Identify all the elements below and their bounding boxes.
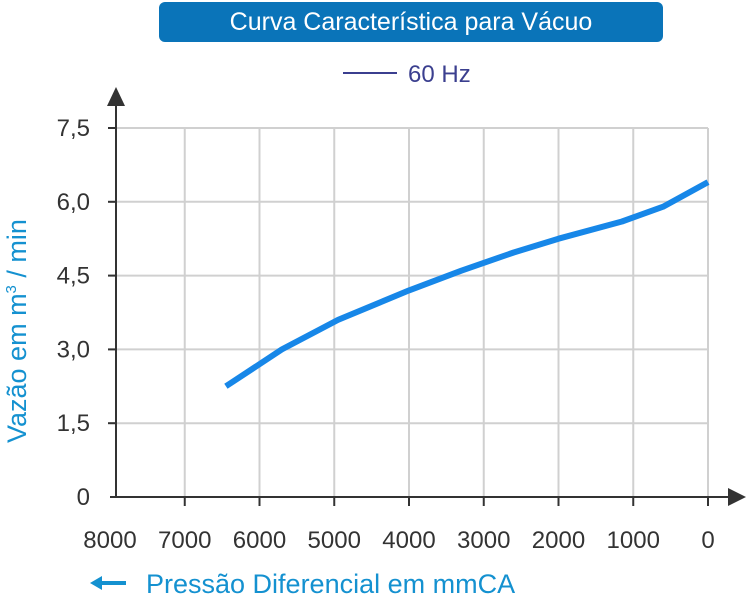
chart-title: Curva Característica para Vácuo [159,2,663,42]
y-axis-arrow [107,87,125,106]
y-axis-label: Vazão em m3 / min [2,219,32,443]
x-axis-arrow [728,488,746,506]
x-tick-label: 3000 [457,527,510,554]
y-axis-label-sup: 3 [3,285,20,293]
legend-label: 60 Hz [408,61,471,88]
y-tick-label: 0 [77,484,90,511]
x-tick-label: 2000 [532,527,585,554]
y-tick-labels: 0 1,5 3,0 4,5 6,0 7,5 [57,115,90,511]
axes [107,87,746,506]
x-tick-label: 0 [701,527,714,554]
x-tick-label: 7000 [158,527,211,554]
x-tick-label: 1000 [607,527,660,554]
x-tick-labels: 8000 7000 6000 5000 4000 3000 2000 1000 0 [83,527,714,554]
y-axis-label-tail: / min [2,219,32,285]
x-tick-label: 4000 [382,527,435,554]
y-tick-label: 6,0 [57,189,90,216]
y-axis-label-main: Vazão em m [2,293,32,443]
y-tick-label: 1,5 [57,410,90,437]
x-tick-label: 6000 [233,527,286,554]
y-tick-label: 7,5 [57,115,90,142]
series-group [224,179,710,389]
x-tick-label: 8000 [83,527,136,554]
y-tick-label: 3,0 [57,336,90,363]
x-axis-label: Pressão Diferencial em mmCA [146,569,515,595]
grid [110,127,709,497]
x-tick-label: 5000 [308,527,361,554]
x-label-arrow-head [90,576,102,590]
series-line-60hz [224,179,710,389]
y-tick-label: 4,5 [57,263,90,290]
